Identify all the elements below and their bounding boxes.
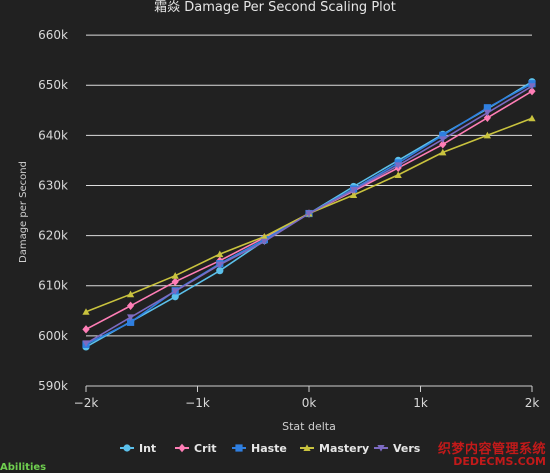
x-tick-label: 1k xyxy=(413,396,428,410)
legend-label-int: Int xyxy=(139,442,156,455)
y-tick-label: 630k xyxy=(38,178,68,192)
legend-item-vers: Vers xyxy=(374,442,421,455)
data-point-crit xyxy=(127,301,135,310)
watermark-url: DEDECMS.COM xyxy=(453,455,546,469)
legend-item-int: Int xyxy=(120,442,156,455)
x-axis-title: Stat delta xyxy=(282,420,336,433)
data-point-int xyxy=(216,267,224,275)
data-point-vers xyxy=(439,136,447,143)
x-tick-label: −1k xyxy=(185,396,210,410)
x-tick-label: −2k xyxy=(74,396,99,410)
data-point-vers xyxy=(483,109,491,117)
data-point-vers xyxy=(394,162,402,170)
data-point-mastery xyxy=(394,171,402,178)
data-point-mastery xyxy=(528,114,536,122)
x-tick-label: 0k xyxy=(302,396,317,410)
x-axis: −2k −1k 0k 1k 2k xyxy=(74,385,540,410)
data-point-crit xyxy=(82,325,90,334)
series-layer xyxy=(82,78,536,351)
x-tick-label: 2k xyxy=(525,396,540,410)
y-tick-label: 620k xyxy=(38,229,68,243)
data-point-vers xyxy=(350,186,358,194)
data-point-crit xyxy=(171,277,179,286)
data-point-vers xyxy=(305,210,313,218)
data-point-vers xyxy=(216,261,224,269)
legend-label-crit: Crit xyxy=(194,442,217,455)
legend-item-crit: Crit xyxy=(175,442,217,455)
data-point-mastery xyxy=(439,148,447,156)
data-point-mastery xyxy=(260,233,268,240)
legend-marker-crit xyxy=(178,443,186,453)
y-axis: 590k 600k 610k 620k 630k 640k 650k 660k xyxy=(38,28,68,393)
y-tick-label: 600k xyxy=(38,329,68,343)
legend-marker-mastery xyxy=(303,444,311,451)
data-point-haste xyxy=(439,131,447,139)
data-point-int xyxy=(171,293,179,301)
data-point-mastery xyxy=(82,308,90,315)
data-point-mastery xyxy=(171,272,179,279)
y-tick-label: 640k xyxy=(38,128,68,142)
y-tick-label: 590k xyxy=(38,379,68,393)
chart-title: 霜焱 Damage Per Second Scaling Plot xyxy=(154,0,396,15)
legend-label-haste: Haste xyxy=(251,442,287,455)
data-point-crit xyxy=(528,87,536,96)
legend-marker-int xyxy=(123,444,131,452)
y-tick-label: 610k xyxy=(38,279,68,293)
legend: Int Crit Haste Mastery Vers xyxy=(120,442,421,455)
series-vers xyxy=(82,83,536,347)
data-point-vers xyxy=(127,314,135,321)
abilities-label: Abilities xyxy=(0,462,47,473)
data-point-vers xyxy=(171,288,179,295)
data-point-vers xyxy=(82,340,90,347)
watermark-text: 织梦内容管理系统 xyxy=(437,441,546,457)
data-point-crit xyxy=(483,113,491,122)
legend-marker-vers xyxy=(377,445,385,452)
y-tick-label: 650k xyxy=(38,78,68,92)
data-point-vers xyxy=(528,83,536,90)
y-tick-label: 660k xyxy=(38,28,68,42)
watermark: 织梦内容管理系统 DEDECMS.COM xyxy=(438,443,546,468)
data-point-mastery xyxy=(483,131,491,139)
grid-lines xyxy=(86,34,532,387)
data-point-mastery xyxy=(127,290,135,298)
legend-label-vers: Vers xyxy=(393,442,421,455)
legend-item-haste: Haste xyxy=(232,442,287,455)
data-point-mastery xyxy=(216,250,224,258)
data-point-vers xyxy=(260,238,268,246)
legend-marker-haste xyxy=(235,444,243,452)
data-point-haste xyxy=(127,318,135,326)
legend-item-mastery: Mastery xyxy=(300,442,369,455)
legend-label-mastery: Mastery xyxy=(319,442,369,455)
data-point-mastery xyxy=(350,191,358,198)
y-axis-title: Damage per Second xyxy=(18,161,29,263)
data-point-crit xyxy=(439,140,447,149)
data-point-haste xyxy=(483,104,491,112)
